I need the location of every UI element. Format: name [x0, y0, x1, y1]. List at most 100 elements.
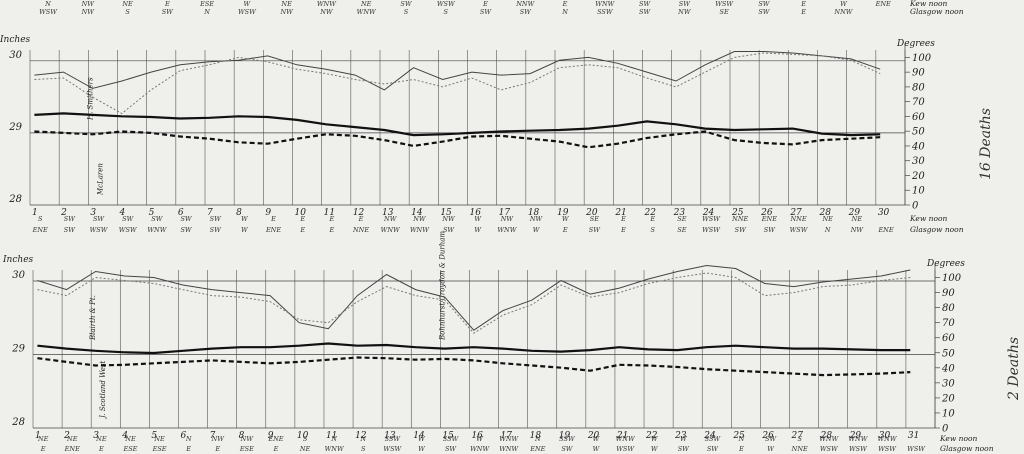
wind-direction: E: [738, 445, 744, 453]
wind-direction: S: [125, 8, 130, 16]
day-label: 5: [149, 208, 155, 218]
day-label: 21: [616, 431, 628, 441]
day-label: 3: [90, 208, 96, 218]
wind-direction: ENE: [64, 445, 80, 453]
left-axis-tick: 28: [8, 194, 22, 205]
wind-direction: WSW: [878, 445, 897, 453]
wind-direction: SW: [445, 445, 457, 453]
day-label: 21: [614, 208, 626, 218]
wind-direction: NE: [124, 435, 136, 443]
right-axis-tick: 20: [941, 393, 955, 404]
wind-direction: N: [44, 0, 51, 8]
wind-direction: W: [241, 215, 249, 223]
right-axis-tick: 50: [912, 127, 925, 138]
wind-direction: ESE: [122, 445, 137, 453]
series-line-dotted-grey: [37, 272, 911, 334]
day-label: 15: [442, 431, 454, 441]
wind-direction: S: [38, 215, 43, 223]
right-axis-tick: 40: [911, 141, 925, 152]
wind-direction: E: [329, 226, 335, 234]
wind-direction: SW: [210, 215, 222, 223]
wind-direction: WSW: [907, 445, 926, 453]
wind-direction: SW: [443, 226, 455, 234]
left-axis-label: Inches: [0, 35, 31, 45]
wind-direction: W: [418, 435, 426, 443]
day-label: 19: [557, 208, 569, 218]
wind-direction: N: [534, 435, 541, 443]
day-label: 30: [879, 431, 891, 441]
day-label: 22: [645, 431, 658, 441]
wind-direction: ENE: [529, 445, 545, 453]
left-axis-tick: 28: [11, 417, 25, 428]
day-label: 2: [60, 208, 67, 218]
right-axis-tick: 90: [942, 288, 955, 299]
wind-direction: WSW: [790, 226, 809, 234]
left-axis-label: Inches: [2, 255, 34, 265]
day-label: 7: [207, 208, 213, 218]
wind-direction: SW: [400, 0, 412, 8]
series-line-dotted-grey: [34, 52, 881, 115]
wind-direction: N: [824, 226, 831, 234]
day-label: 22: [644, 208, 657, 218]
right-axis-tick: 0: [942, 424, 949, 435]
wind-direction: N: [185, 435, 192, 443]
day-label: 10: [295, 208, 307, 218]
wind-direction: WSW: [715, 0, 734, 8]
wind-direction: WNW: [470, 445, 490, 453]
day-label: 25: [732, 431, 745, 441]
right-axis-tick: 90: [912, 68, 925, 79]
wind-direction: SW: [180, 226, 192, 234]
wind-direction: W: [680, 435, 688, 443]
right-axis-tick: 20: [911, 171, 925, 182]
wind-direction: SW: [122, 215, 134, 223]
wind-direction: W: [474, 226, 482, 234]
day-label: 16: [470, 208, 482, 218]
day-label: 8: [239, 431, 245, 441]
wind-direction: NW: [279, 8, 294, 16]
wind-direction: E: [329, 215, 335, 223]
wind-direction: SW: [93, 215, 105, 223]
day-label: 9: [265, 208, 271, 218]
wind-direction: SW: [758, 0, 770, 8]
wind-direction: WSW: [39, 8, 58, 16]
wind-direction: WNW: [499, 445, 519, 453]
wind-direction: ENE: [877, 226, 893, 234]
day-label: 26: [760, 208, 773, 218]
wind-direction: E: [620, 215, 626, 223]
wind-direction: W: [418, 445, 426, 453]
wind-direction: WSW: [820, 445, 839, 453]
wind-direction: SW: [639, 8, 651, 16]
wind-direction: W: [533, 226, 541, 234]
annotation: Bohnhurst/Croydon & Durham: [438, 231, 446, 341]
series-line-solid-thick: [37, 342, 911, 355]
wind-direction: NE: [851, 215, 863, 223]
wind-direction: S: [303, 435, 308, 443]
wind-direction: E: [299, 226, 305, 234]
day-label: 1: [32, 208, 38, 218]
wind-direction: E: [214, 445, 220, 453]
day-label: 14: [411, 208, 423, 218]
wind-direction: NE: [153, 435, 165, 443]
day-label: 30: [878, 208, 890, 218]
wind-direction: WNW: [616, 435, 636, 443]
wind-direction: NW: [319, 8, 334, 16]
wind-direction: SE: [720, 8, 729, 16]
wind-direction: W: [593, 435, 601, 443]
wind-direction: NE: [66, 435, 78, 443]
wind-direction: S: [797, 435, 802, 443]
wind-direction: NNW: [515, 0, 535, 8]
wind-direction: E: [358, 215, 364, 223]
wind-direction: WSW: [616, 445, 635, 453]
wind-direction: SSW: [385, 435, 402, 443]
day-label: 26: [761, 431, 774, 441]
wind-direction: WNW: [317, 0, 337, 8]
wind-direction: NNE: [731, 215, 748, 223]
wind-direction: S: [444, 8, 449, 16]
wind-direction: NW: [500, 215, 515, 223]
annotation: Blairth & Pt.: [89, 295, 97, 341]
wind-direction: NE: [121, 0, 133, 8]
right-axis-tick: 100: [912, 53, 932, 64]
right-axis-tick: 80: [942, 303, 955, 314]
right-axis-tick: 70: [942, 318, 955, 329]
